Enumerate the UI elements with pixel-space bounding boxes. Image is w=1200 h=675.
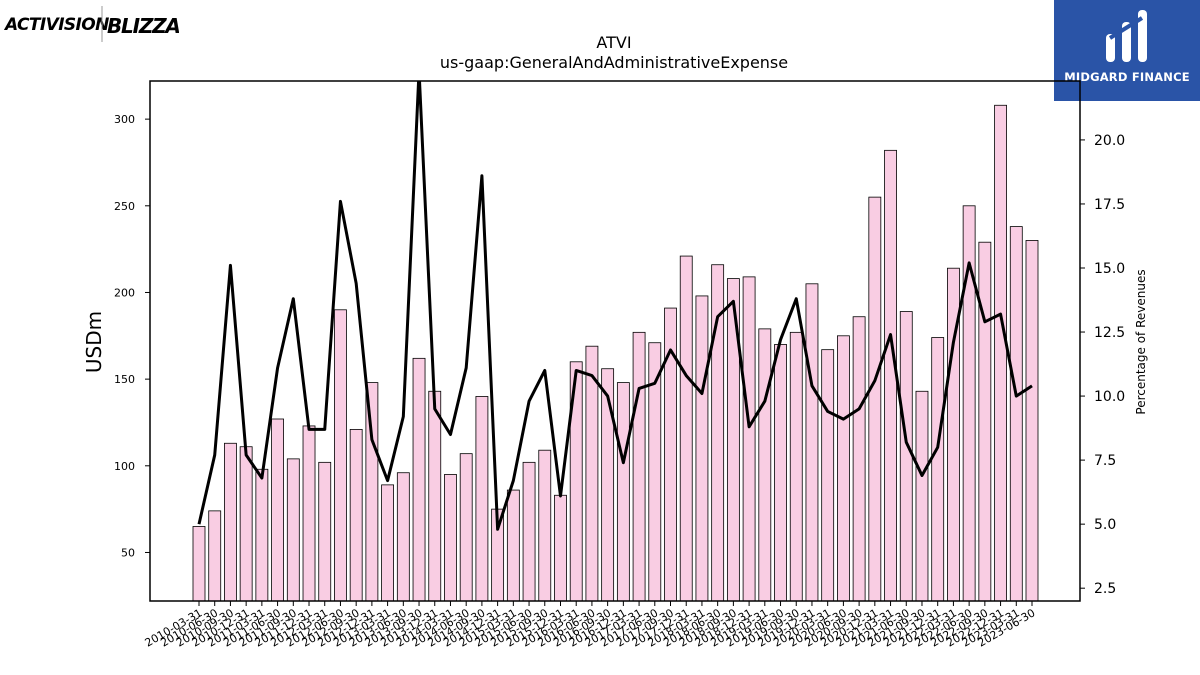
bar bbox=[302, 425, 316, 601]
bar bbox=[239, 446, 253, 601]
bar bbox=[444, 474, 457, 601]
bar bbox=[884, 149, 897, 601]
bar bbox=[349, 428, 363, 601]
bar bbox=[601, 368, 615, 601]
chart-subtitle: us-gaap:GeneralAndAdministrativeExpense bbox=[440, 53, 788, 72]
bar bbox=[664, 307, 677, 601]
bar bbox=[506, 489, 520, 601]
bar bbox=[1009, 226, 1023, 601]
bar bbox=[726, 278, 740, 601]
bar bbox=[837, 335, 850, 601]
bar bbox=[711, 264, 725, 601]
y-tick-label: 250 bbox=[114, 200, 135, 213]
bar bbox=[758, 328, 772, 601]
y2-tick-label: 12.5 bbox=[1094, 325, 1125, 341]
bar bbox=[318, 461, 332, 601]
bar bbox=[334, 309, 347, 601]
bar bbox=[208, 510, 222, 601]
bar bbox=[365, 382, 379, 601]
bar bbox=[742, 276, 756, 601]
bar bbox=[412, 357, 426, 601]
bar bbox=[962, 205, 976, 601]
bar bbox=[616, 382, 630, 601]
bar bbox=[522, 461, 536, 601]
bar bbox=[475, 396, 489, 601]
midgard-finance-logo: MIDGARD FINANCE bbox=[1054, 0, 1200, 101]
bar bbox=[931, 337, 945, 601]
chart-title: ATVI bbox=[596, 33, 631, 52]
bar bbox=[868, 196, 882, 601]
line-series bbox=[197, 81, 1033, 531]
y-tick-label: 200 bbox=[114, 286, 135, 299]
bar bbox=[632, 331, 646, 601]
y-tick-label: 50 bbox=[121, 546, 135, 559]
y2-tick-label: 2.5 bbox=[1094, 581, 1116, 597]
y-tick-label: 300 bbox=[114, 113, 135, 126]
bar bbox=[789, 331, 803, 601]
activision-logo-text: ACTIVISION bbox=[4, 15, 109, 35]
bar bbox=[538, 449, 552, 601]
bar bbox=[648, 342, 662, 601]
bar bbox=[224, 442, 237, 601]
y2-tick-label: 20.0 bbox=[1094, 133, 1125, 149]
bar bbox=[428, 390, 442, 601]
bar bbox=[381, 484, 395, 601]
bar bbox=[695, 295, 709, 601]
bar bbox=[255, 468, 269, 601]
plot-frame bbox=[149, 80, 1081, 602]
bar bbox=[805, 283, 819, 601]
y2-tick-label: 7.5 bbox=[1094, 453, 1116, 469]
bar bbox=[459, 453, 473, 601]
percentage-line bbox=[197, 81, 1033, 531]
y2-tick-label: 15.0 bbox=[1094, 261, 1125, 277]
bar bbox=[978, 241, 992, 601]
y2-tick-label: 17.5 bbox=[1094, 197, 1125, 213]
bar bbox=[821, 349, 835, 601]
bar bbox=[1025, 240, 1039, 601]
y-axis-label: USDm bbox=[82, 311, 106, 373]
y2-tick-label: 10.0 bbox=[1094, 389, 1125, 405]
bar bbox=[554, 494, 567, 601]
y2-axis-label: Percentage of Revenues bbox=[1134, 269, 1148, 414]
bar bbox=[994, 104, 1007, 601]
bar bbox=[679, 255, 693, 601]
bar bbox=[585, 345, 599, 601]
bar bbox=[947, 267, 960, 601]
axes: 50 100 150 200 250 300 2.5 5.0 7.5 10.0 12.5 15.0 17… bbox=[114, 80, 1125, 650]
bar bbox=[271, 418, 284, 601]
bar bbox=[286, 458, 300, 601]
bar-series bbox=[192, 104, 1039, 601]
midgard-logo-text: MIDGARD FINANCE bbox=[1064, 70, 1190, 84]
bar bbox=[192, 526, 206, 601]
y-tick-label: 150 bbox=[114, 373, 135, 386]
bar bbox=[774, 344, 787, 601]
bar bbox=[915, 390, 929, 601]
bar bbox=[852, 316, 866, 601]
bar bbox=[396, 472, 410, 601]
y-tick-label: 100 bbox=[114, 460, 135, 473]
bar bbox=[899, 311, 913, 601]
midgard-logo-icon bbox=[1106, 10, 1147, 62]
y2-tick-label: 5.0 bbox=[1094, 517, 1116, 533]
